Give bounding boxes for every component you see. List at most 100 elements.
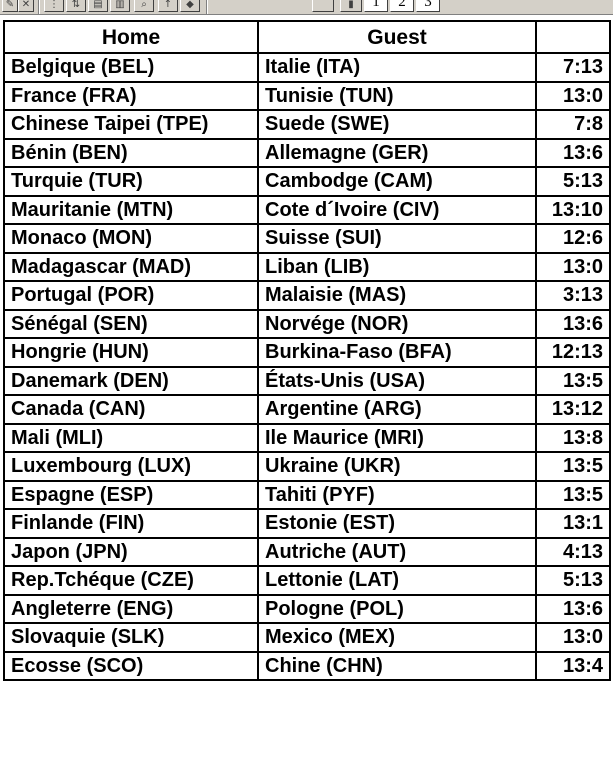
guest-team-cell: Ukraine (UKR) [257, 451, 537, 482]
table-row: Angleterre (ENG) Pologne (POL) 13:6 [3, 593, 611, 624]
score-cell: 12:6 [535, 223, 611, 254]
table-row: Mauritanie (MTN) Cote d´Ivoire (CIV) 13:10 [3, 194, 611, 225]
home-team-cell: Mali (MLI) [3, 422, 259, 453]
home-team-cell: Espagne (ESP) [3, 479, 259, 510]
table-row: Ecosse (SCO) Chine (CHN) 13:4 [3, 650, 611, 681]
score-cell: 7:8 [535, 109, 611, 140]
home-team-cell: Turquie (TUR) [3, 166, 259, 197]
export-icon[interactable]: ▥ [110, 0, 130, 12]
table-row: Madagascar (MAD) Liban (LIB) 13:0 [3, 251, 611, 282]
table-row: Espagne (ESP) Tahiti (PYF) 13:5 [3, 479, 611, 510]
guest-column-header: Guest [257, 20, 537, 54]
score-cell: 13:4 [535, 650, 611, 681]
guest-team-cell: Suisse (SUI) [257, 223, 537, 254]
page-icon[interactable]: ▤ [88, 0, 108, 12]
home-team-cell: Belgique (BEL) [3, 52, 259, 83]
score-cell: 13:0 [535, 251, 611, 282]
table-row: Canada (CAN) Argentine (ARG) 13:12 [3, 394, 611, 425]
home-team-cell: Slovaquie (SLK) [3, 622, 259, 653]
table-row: Finlande (FIN) Estonie (EST) 13:1 [3, 508, 611, 539]
score-cell: 13:6 [535, 137, 611, 168]
score-cell: 3:13 [535, 280, 611, 311]
home-team-cell: Finlande (FIN) [3, 508, 259, 539]
score-cell: 4:13 [535, 536, 611, 567]
table-row: Belgique (BEL) Italie (ITA) 7:13 [3, 52, 611, 83]
results-table: Home Guest Belgique (BEL) Italie (ITA) 7:1… [3, 20, 611, 681]
guest-team-cell: Cambodge (CAM) [257, 166, 537, 197]
score-cell: 13:0 [535, 80, 611, 111]
table-row: Rep.Tchéque (CZE) Lettonie (LAT) 5:13 [3, 565, 611, 596]
guest-team-cell: Argentine (ARG) [257, 394, 537, 425]
home-team-cell: Madagascar (MAD) [3, 251, 259, 282]
score-cell: 13:0 [535, 622, 611, 653]
home-team-cell: Ecosse (SCO) [3, 650, 259, 681]
score-cell: 5:13 [535, 166, 611, 197]
score-cell: 5:13 [535, 565, 611, 596]
table-row: Sénégal (SEN) Norvége (NOR) 13:6 [3, 308, 611, 339]
table-row: Hongrie (HUN) Burkina-Faso (BFA) 12:13 [3, 337, 611, 368]
search-icon[interactable]: ⌕ [134, 0, 154, 12]
guest-team-cell: Suede (SWE) [257, 109, 537, 140]
toolbar-separator [206, 0, 208, 14]
guest-team-cell: Liban (LIB) [257, 251, 537, 282]
table-row: Slovaquie (SLK) Mexico (MEX) 13:0 [3, 622, 611, 653]
guest-team-cell: Tunisie (TUN) [257, 80, 537, 111]
table-row: Japon (JPN) Autriche (AUT) 4:13 [3, 536, 611, 567]
arrow-down-icon[interactable]: ◆ [180, 0, 200, 12]
edit-icon[interactable]: ✎ [2, 0, 18, 12]
home-team-cell: Hongrie (HUN) [3, 337, 259, 368]
home-team-cell: Japon (JPN) [3, 536, 259, 567]
score-cell: 13:5 [535, 365, 611, 396]
table-row: Chinese Taipei (TPE) Suede (SWE) 7:8 [3, 109, 611, 140]
toolbar-separator [38, 0, 40, 14]
score-column-header [535, 20, 611, 54]
score-cell: 13:1 [535, 508, 611, 539]
table-row: Turquie (TUR) Cambodge (CAM) 5:13 [3, 166, 611, 197]
toolbar: ✎ ✕ ⋮ ⇅ ▤ ▥ ⌕ ↑ ◆ ▮ 1 2 3 [0, 0, 613, 15]
guest-team-cell: Burkina-Faso (BFA) [257, 337, 537, 368]
table-row: Mali (MLI) Ile Maurice (MRI) 13:8 [3, 422, 611, 453]
home-team-cell: Angleterre (ENG) [3, 593, 259, 624]
score-cell: 13:6 [535, 593, 611, 624]
delete-icon[interactable]: ✕ [18, 0, 34, 12]
home-column-header: Home [3, 20, 259, 54]
score-cell: 13:6 [535, 308, 611, 339]
table-row: France (FRA) Tunisie (TUN) 13:0 [3, 80, 611, 111]
score-cell: 13:12 [535, 394, 611, 425]
guest-team-cell: Cote d´Ivoire (CIV) [257, 194, 537, 225]
guest-team-cell: Norvége (NOR) [257, 308, 537, 339]
results-body: Belgique (BEL) Italie (ITA) 7:13 France (FR… [3, 52, 611, 681]
page-button-2[interactable]: 2 [390, 0, 414, 12]
page-button-1[interactable]: 1 [364, 0, 388, 12]
page-button-3[interactable]: 3 [416, 0, 440, 12]
guest-team-cell: Chine (CHN) [257, 650, 537, 681]
guest-team-cell: États-Unis (USA) [257, 365, 537, 396]
home-team-cell: Chinese Taipei (TPE) [3, 109, 259, 140]
header-row: Home Guest [3, 20, 611, 54]
home-team-cell: France (FRA) [3, 80, 259, 111]
info-icon[interactable]: ⋮ [44, 0, 64, 12]
sort-icon[interactable]: ⇅ [66, 0, 86, 12]
guest-team-cell: Allemagne (GER) [257, 137, 537, 168]
score-cell: 13:10 [535, 194, 611, 225]
score-cell: 13:5 [535, 451, 611, 482]
table-row: Monaco (MON) Suisse (SUI) 12:6 [3, 223, 611, 254]
guest-team-cell: Pologne (POL) [257, 593, 537, 624]
guest-team-cell: Ile Maurice (MRI) [257, 422, 537, 453]
guest-team-cell: Tahiti (PYF) [257, 479, 537, 510]
blank-button[interactable] [312, 0, 334, 12]
score-cell: 12:13 [535, 337, 611, 368]
guest-team-cell: Malaisie (MAS) [257, 280, 537, 311]
table-row: Danemark (DEN) États-Unis (USA) 13:5 [3, 365, 611, 396]
score-cell: 13:5 [535, 479, 611, 510]
score-cell: 13:8 [535, 422, 611, 453]
home-team-cell: Portugal (POR) [3, 280, 259, 311]
guest-team-cell: Autriche (AUT) [257, 536, 537, 567]
bookmark-icon[interactable]: ▮ [340, 0, 362, 12]
table-row: Bénin (BEN) Allemagne (GER) 13:6 [3, 137, 611, 168]
arrow-up-icon[interactable]: ↑ [158, 0, 178, 12]
table-row: Luxembourg (LUX) Ukraine (UKR) 13:5 [3, 451, 611, 482]
guest-team-cell: Estonie (EST) [257, 508, 537, 539]
home-team-cell: Canada (CAN) [3, 394, 259, 425]
guest-team-cell: Mexico (MEX) [257, 622, 537, 653]
